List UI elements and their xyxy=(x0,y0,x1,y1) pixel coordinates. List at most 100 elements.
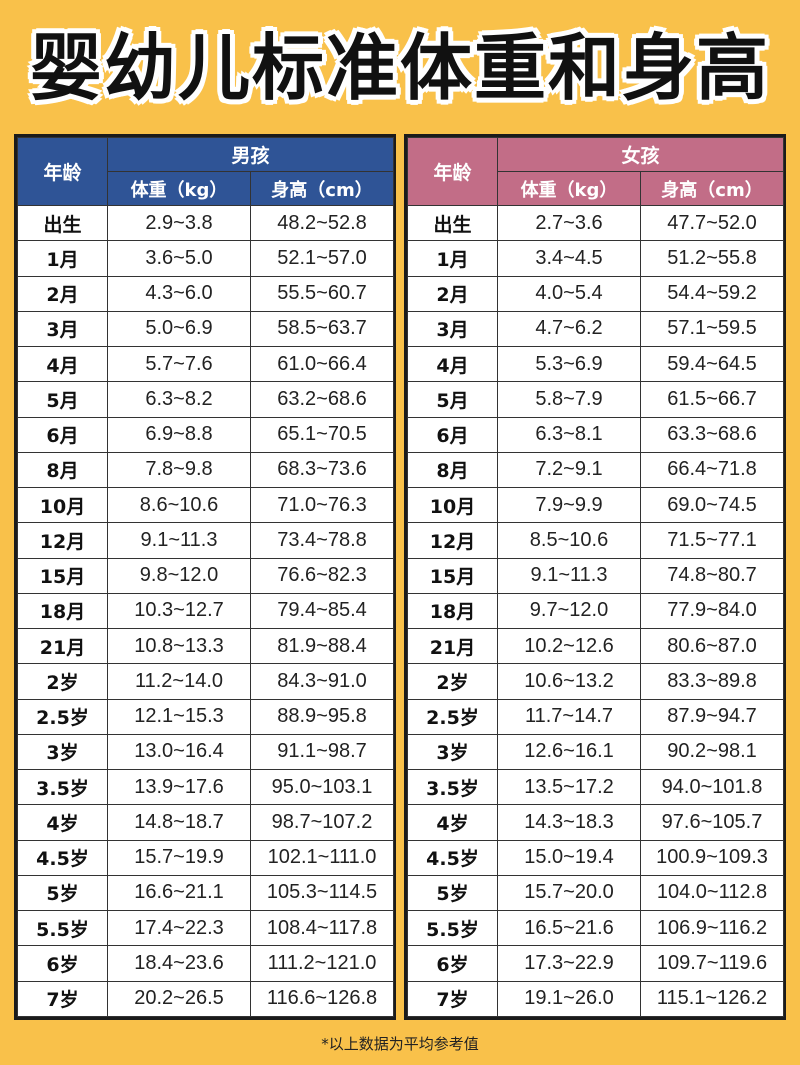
weight-cell: 3.6~5.0 xyxy=(107,240,251,277)
girls-table-body: 出生 2.7~3.6 47.7~52.0 1月 3.4~4.5 51.2~55.8 2月 4.… xyxy=(407,204,785,1017)
weight-cell: 9.7~12.0 xyxy=(497,592,641,630)
age-cell: 5月 xyxy=(17,381,108,418)
age-cell: 12月 xyxy=(407,522,498,559)
age-cell: 2月 xyxy=(407,275,498,312)
height-cell: 90.2~98.1 xyxy=(639,733,785,771)
age-cell: 5岁 xyxy=(407,874,498,912)
table-row: 5.5岁 17.4~22.3 108.4~117.8 xyxy=(17,909,395,947)
weight-column-header: 体重（kg） xyxy=(497,171,641,206)
boys-group-header: 男孩 xyxy=(106,137,395,172)
age-cell: 7岁 xyxy=(17,980,108,1017)
weight-cell: 13.0~16.4 xyxy=(107,733,251,771)
age-cell: 5.5岁 xyxy=(17,909,108,947)
table-row: 3月 4.7~6.2 57.1~59.5 xyxy=(407,310,785,348)
height-cell: 106.9~116.2 xyxy=(639,909,785,947)
footnote: *以上数据为平均参考值 xyxy=(321,1035,479,1053)
weight-cell: 3.4~4.5 xyxy=(497,240,641,277)
weight-cell: 19.1~26.0 xyxy=(497,980,641,1017)
age-cell: 6月 xyxy=(17,416,108,453)
page-title: 婴幼儿标准体重和身高 xyxy=(29,26,770,110)
weight-cell: 8.6~10.6 xyxy=(107,486,251,524)
girls-table: 年龄 女孩 体重（kg） 身高（cm） 出生 2.7~3.6 47.7~52.0 1月… xyxy=(407,137,785,1017)
table-row: 1月 3.4~4.5 51.2~55.8 xyxy=(407,240,785,277)
weight-cell: 6.3~8.2 xyxy=(107,381,251,418)
height-cell: 115.1~126.2 xyxy=(639,980,785,1017)
age-cell: 2月 xyxy=(17,275,108,312)
age-cell: 7岁 xyxy=(407,980,498,1017)
weight-cell: 12.1~15.3 xyxy=(107,698,251,735)
table-row: 5月 6.3~8.2 63.2~68.6 xyxy=(17,381,395,418)
table-row: 6岁 17.3~22.9 109.7~119.6 xyxy=(407,945,785,982)
height-cell: 73.4~78.8 xyxy=(249,522,395,559)
weight-cell: 10.6~13.2 xyxy=(497,663,641,700)
age-cell: 21月 xyxy=(407,627,498,665)
weight-column-header: 体重（kg） xyxy=(107,171,251,206)
weight-cell: 8.5~10.6 xyxy=(497,522,641,559)
age-cell: 3.5岁 xyxy=(407,768,498,806)
age-cell: 15月 xyxy=(17,557,108,594)
weight-cell: 17.3~22.9 xyxy=(497,945,641,982)
height-cell: 91.1~98.7 xyxy=(249,733,395,771)
table-row: 12月 9.1~11.3 73.4~78.8 xyxy=(17,522,395,559)
weight-cell: 4.0~5.4 xyxy=(497,275,641,312)
weight-cell: 9.8~12.0 xyxy=(107,557,251,594)
age-column-header: 年龄 xyxy=(407,137,498,206)
age-cell: 4月 xyxy=(17,345,108,383)
weight-cell: 2.7~3.6 xyxy=(497,204,641,242)
height-cell: 81.9~88.4 xyxy=(249,627,395,665)
age-cell: 21月 xyxy=(17,627,108,665)
table-row: 4.5岁 15.0~19.4 100.9~109.3 xyxy=(407,839,785,876)
weight-cell: 15.7~19.9 xyxy=(107,839,251,876)
weight-cell: 14.3~18.3 xyxy=(497,804,641,841)
height-cell: 55.5~60.7 xyxy=(249,275,395,312)
height-cell: 65.1~70.5 xyxy=(249,416,395,453)
weight-cell: 2.9~3.8 xyxy=(107,204,251,242)
weight-cell: 16.6~21.1 xyxy=(107,874,251,912)
weight-cell: 18.4~23.6 xyxy=(107,945,251,982)
table-row: 3岁 12.6~16.1 90.2~98.1 xyxy=(407,733,785,771)
age-cell: 1月 xyxy=(17,240,108,277)
table-row: 18月 9.7~12.0 77.9~84.0 xyxy=(407,592,785,630)
age-cell: 8月 xyxy=(17,451,108,489)
height-cell: 102.1~111.0 xyxy=(249,839,395,876)
weight-cell: 11.7~14.7 xyxy=(497,698,641,735)
table-row: 出生 2.7~3.6 47.7~52.0 xyxy=(407,204,785,242)
girls-group-header: 女孩 xyxy=(496,137,785,172)
age-cell: 5.5岁 xyxy=(407,909,498,947)
age-cell: 出生 xyxy=(407,204,498,242)
height-cell: 109.7~119.6 xyxy=(639,945,785,982)
table-row: 4月 5.7~7.6 61.0~66.4 xyxy=(17,345,395,383)
age-cell: 3岁 xyxy=(407,733,498,771)
age-cell: 10月 xyxy=(17,486,108,524)
weight-cell: 20.2~26.5 xyxy=(107,980,251,1017)
table-row: 5岁 15.7~20.0 104.0~112.8 xyxy=(407,874,785,912)
weight-cell: 4.7~6.2 xyxy=(497,310,641,348)
table-row: 6月 6.9~8.8 65.1~70.5 xyxy=(17,416,395,453)
age-cell: 4月 xyxy=(407,345,498,383)
weight-cell: 7.9~9.9 xyxy=(497,486,641,524)
height-cell: 63.3~68.6 xyxy=(639,416,785,453)
age-cell: 10月 xyxy=(407,486,498,524)
height-cell: 57.1~59.5 xyxy=(639,310,785,348)
weight-cell: 5.8~7.9 xyxy=(497,381,641,418)
boys-table-body: 出生 2.9~3.8 48.2~52.8 1月 3.6~5.0 52.1~57.0 2月 4.… xyxy=(17,204,395,1017)
height-cell: 77.9~84.0 xyxy=(639,592,785,630)
weight-cell: 10.3~12.7 xyxy=(107,592,251,630)
table-row: 2.5岁 11.7~14.7 87.9~94.7 xyxy=(407,698,785,735)
age-cell: 18月 xyxy=(407,592,498,630)
age-cell: 3岁 xyxy=(17,733,108,771)
age-cell: 18月 xyxy=(17,592,108,630)
weight-cell: 13.9~17.6 xyxy=(107,768,251,806)
height-cell: 74.8~80.7 xyxy=(639,557,785,594)
age-cell: 6岁 xyxy=(407,945,498,982)
age-cell: 8月 xyxy=(407,451,498,489)
table-row: 2.5岁 12.1~15.3 88.9~95.8 xyxy=(17,698,395,735)
age-cell: 4岁 xyxy=(17,804,108,841)
height-cell: 61.5~66.7 xyxy=(639,381,785,418)
height-cell: 66.4~71.8 xyxy=(639,451,785,489)
height-cell: 52.1~57.0 xyxy=(249,240,395,277)
table-row: 21月 10.8~13.3 81.9~88.4 xyxy=(17,627,395,665)
age-cell: 6月 xyxy=(407,416,498,453)
age-cell: 5岁 xyxy=(17,874,108,912)
weight-cell: 15.7~20.0 xyxy=(497,874,641,912)
